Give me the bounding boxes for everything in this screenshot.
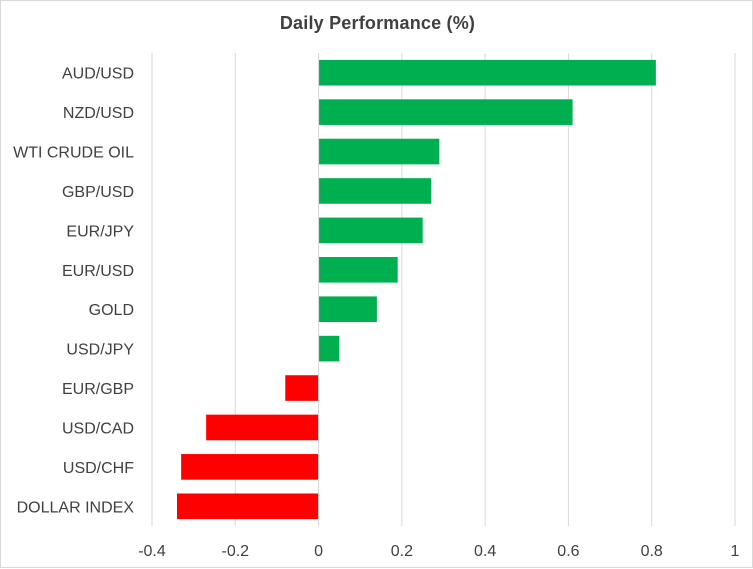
bar xyxy=(318,59,656,86)
category-label: EUR/GBP xyxy=(62,381,134,398)
category-label: EUR/USD xyxy=(62,263,134,280)
category-label: GBP/USD xyxy=(62,184,134,201)
x-tick-label: 0.4 xyxy=(474,543,496,560)
bar xyxy=(318,217,423,244)
category-label: USD/CHF xyxy=(63,460,134,477)
bar xyxy=(318,335,340,362)
bar xyxy=(206,414,319,441)
chart-title: Daily Performance (%) xyxy=(279,13,476,33)
category-label: GOLD xyxy=(89,302,134,319)
x-tick-label: 0 xyxy=(314,543,323,560)
category-label: WTI CRUDE OIL xyxy=(13,145,134,162)
x-tick-label: 0.6 xyxy=(557,543,579,560)
category-label: DOLLAR INDEX xyxy=(17,499,135,516)
category-label: USD/CAD xyxy=(62,420,134,437)
bar xyxy=(181,454,319,480)
category-label: AUD/USD xyxy=(62,66,134,83)
bar xyxy=(176,493,319,520)
bar xyxy=(318,99,573,125)
category-label: EUR/JPY xyxy=(66,223,134,240)
bar xyxy=(318,138,440,165)
x-tick-label: 0.8 xyxy=(641,543,663,560)
bar xyxy=(318,296,377,323)
x-tick-label: -0.2 xyxy=(221,543,249,560)
bar xyxy=(318,178,432,204)
bar xyxy=(318,256,398,283)
bar xyxy=(285,375,319,401)
x-tick-label: -0.4 xyxy=(138,543,166,560)
category-label: NZD/USD xyxy=(63,105,134,122)
category-label: USD/JPY xyxy=(66,342,134,359)
x-tick-label: 1 xyxy=(731,543,740,560)
x-tick-label: 0.2 xyxy=(391,543,413,560)
